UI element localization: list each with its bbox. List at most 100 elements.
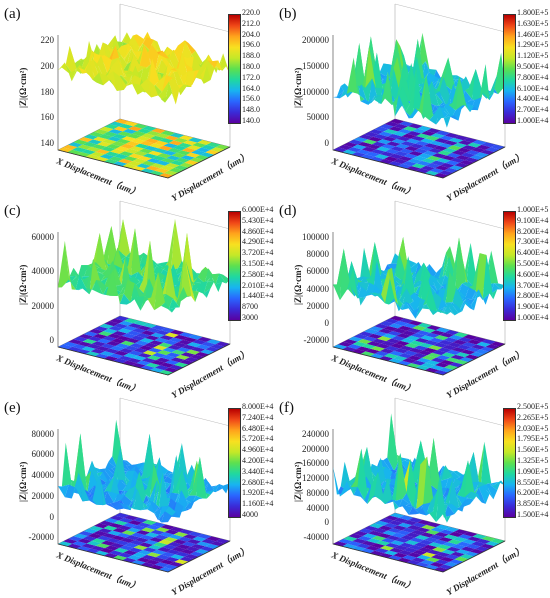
floor-cell — [425, 135, 440, 141]
floor-cell — [421, 355, 437, 361]
floor-cell — [433, 145, 448, 151]
y-axis-line — [167, 343, 231, 376]
z-tick-label: 120000 — [302, 473, 329, 484]
floor-cell — [177, 536, 193, 542]
floor-cell — [411, 530, 426, 535]
floor-cell — [72, 147, 87, 153]
floor-cell — [107, 136, 122, 142]
floor-cell — [133, 320, 148, 326]
floor-cell — [73, 139, 88, 145]
floor-cell — [452, 142, 468, 148]
floor-cell — [421, 524, 436, 530]
floor-cell — [128, 153, 143, 159]
surface-facet — [430, 274, 442, 292]
z-tick-label: 200000 — [302, 443, 329, 454]
surface-facet — [119, 502, 131, 511]
y-axis-line — [167, 146, 231, 179]
floor-cell — [112, 134, 127, 139]
floor-cell — [456, 344, 472, 350]
surface-facet — [455, 301, 467, 312]
surface-facet — [107, 491, 118, 503]
floor-cell — [201, 341, 216, 347]
surface-facet — [448, 76, 460, 111]
surface-facet — [147, 504, 159, 521]
floor-cell — [358, 134, 374, 140]
floor-cell — [441, 155, 456, 161]
surface-facet — [426, 286, 437, 315]
x-axis-line — [57, 346, 169, 376]
surface-facet — [149, 482, 160, 508]
surface-facet — [163, 476, 175, 484]
floor-cell — [110, 543, 125, 548]
floor-cell — [110, 149, 125, 154]
surface-facet — [358, 46, 370, 90]
surface-facet — [438, 102, 450, 108]
floor-cell — [368, 333, 383, 339]
surface-facet — [404, 256, 416, 300]
z-tick-label: 60000 — [306, 266, 330, 277]
surface-facet — [184, 70, 196, 87]
surface-facet — [172, 77, 184, 89]
colorbar — [228, 408, 241, 518]
surface-facet — [170, 68, 182, 77]
floor-cell — [180, 155, 195, 161]
floor-cell — [153, 542, 168, 548]
floor-cell — [99, 323, 114, 329]
surface-facet — [447, 304, 459, 316]
floor-cell — [163, 537, 178, 542]
colorbar-tick-label: 7.800E+4 — [517, 72, 549, 82]
floor-cell — [458, 534, 473, 540]
floor-cell — [196, 541, 211, 547]
z-tick-label: 20000 — [31, 490, 55, 501]
floor-cell — [352, 144, 367, 150]
floor-cell — [107, 530, 122, 536]
floor-cell — [175, 551, 190, 557]
floor-cell — [427, 155, 442, 161]
surface-facet — [191, 50, 203, 67]
surface — [58, 419, 230, 523]
floor-cell — [81, 346, 96, 352]
surface-facet — [468, 289, 479, 301]
colorbar-tick-label: 5.500E+4 — [517, 259, 549, 268]
floor-cell — [122, 128, 138, 134]
floor-cell — [364, 328, 379, 334]
floor-cell — [389, 547, 404, 553]
floor-cell — [420, 532, 435, 538]
floor-cell — [425, 163, 441, 169]
surface-facet — [468, 99, 479, 103]
surface-facet — [132, 34, 144, 48]
floor-cell — [141, 330, 156, 336]
floor-cell — [411, 333, 426, 338]
floor-cell — [454, 135, 469, 141]
floor-cell — [439, 332, 454, 338]
floor-cell — [86, 146, 101, 152]
surface-facet — [155, 75, 166, 92]
surface-facet — [113, 247, 125, 269]
surface-plot-a — [57, 3, 231, 179]
floor-cell — [148, 150, 163, 156]
floor-cell — [144, 342, 159, 348]
floor-cell — [388, 520, 403, 526]
floor-cell — [150, 360, 166, 366]
floor-cell — [423, 150, 438, 156]
surface-facet — [353, 486, 365, 501]
floor-cell — [137, 353, 152, 358]
surface-facet — [480, 441, 492, 491]
z-tick-label: 150000 — [302, 60, 329, 71]
floor-cell — [112, 331, 127, 336]
floor-cell — [197, 534, 212, 539]
floor-cell — [161, 552, 176, 557]
surface-facet — [409, 298, 421, 314]
colorbar-tick-label: 1.560E+5 — [517, 445, 549, 455]
surface-facet — [474, 289, 486, 305]
surface-facet — [412, 282, 423, 289]
floor-cell — [360, 548, 375, 554]
floor-cell — [87, 336, 103, 342]
colorbar-tick-label: 6.100E+4 — [517, 83, 549, 93]
floor-cell — [90, 348, 105, 354]
floor-cell — [397, 360, 412, 366]
z-tick-label: 60000 — [31, 231, 55, 242]
floor-cell — [466, 347, 481, 352]
floor-cell — [383, 326, 398, 331]
floor-cell — [413, 542, 429, 548]
